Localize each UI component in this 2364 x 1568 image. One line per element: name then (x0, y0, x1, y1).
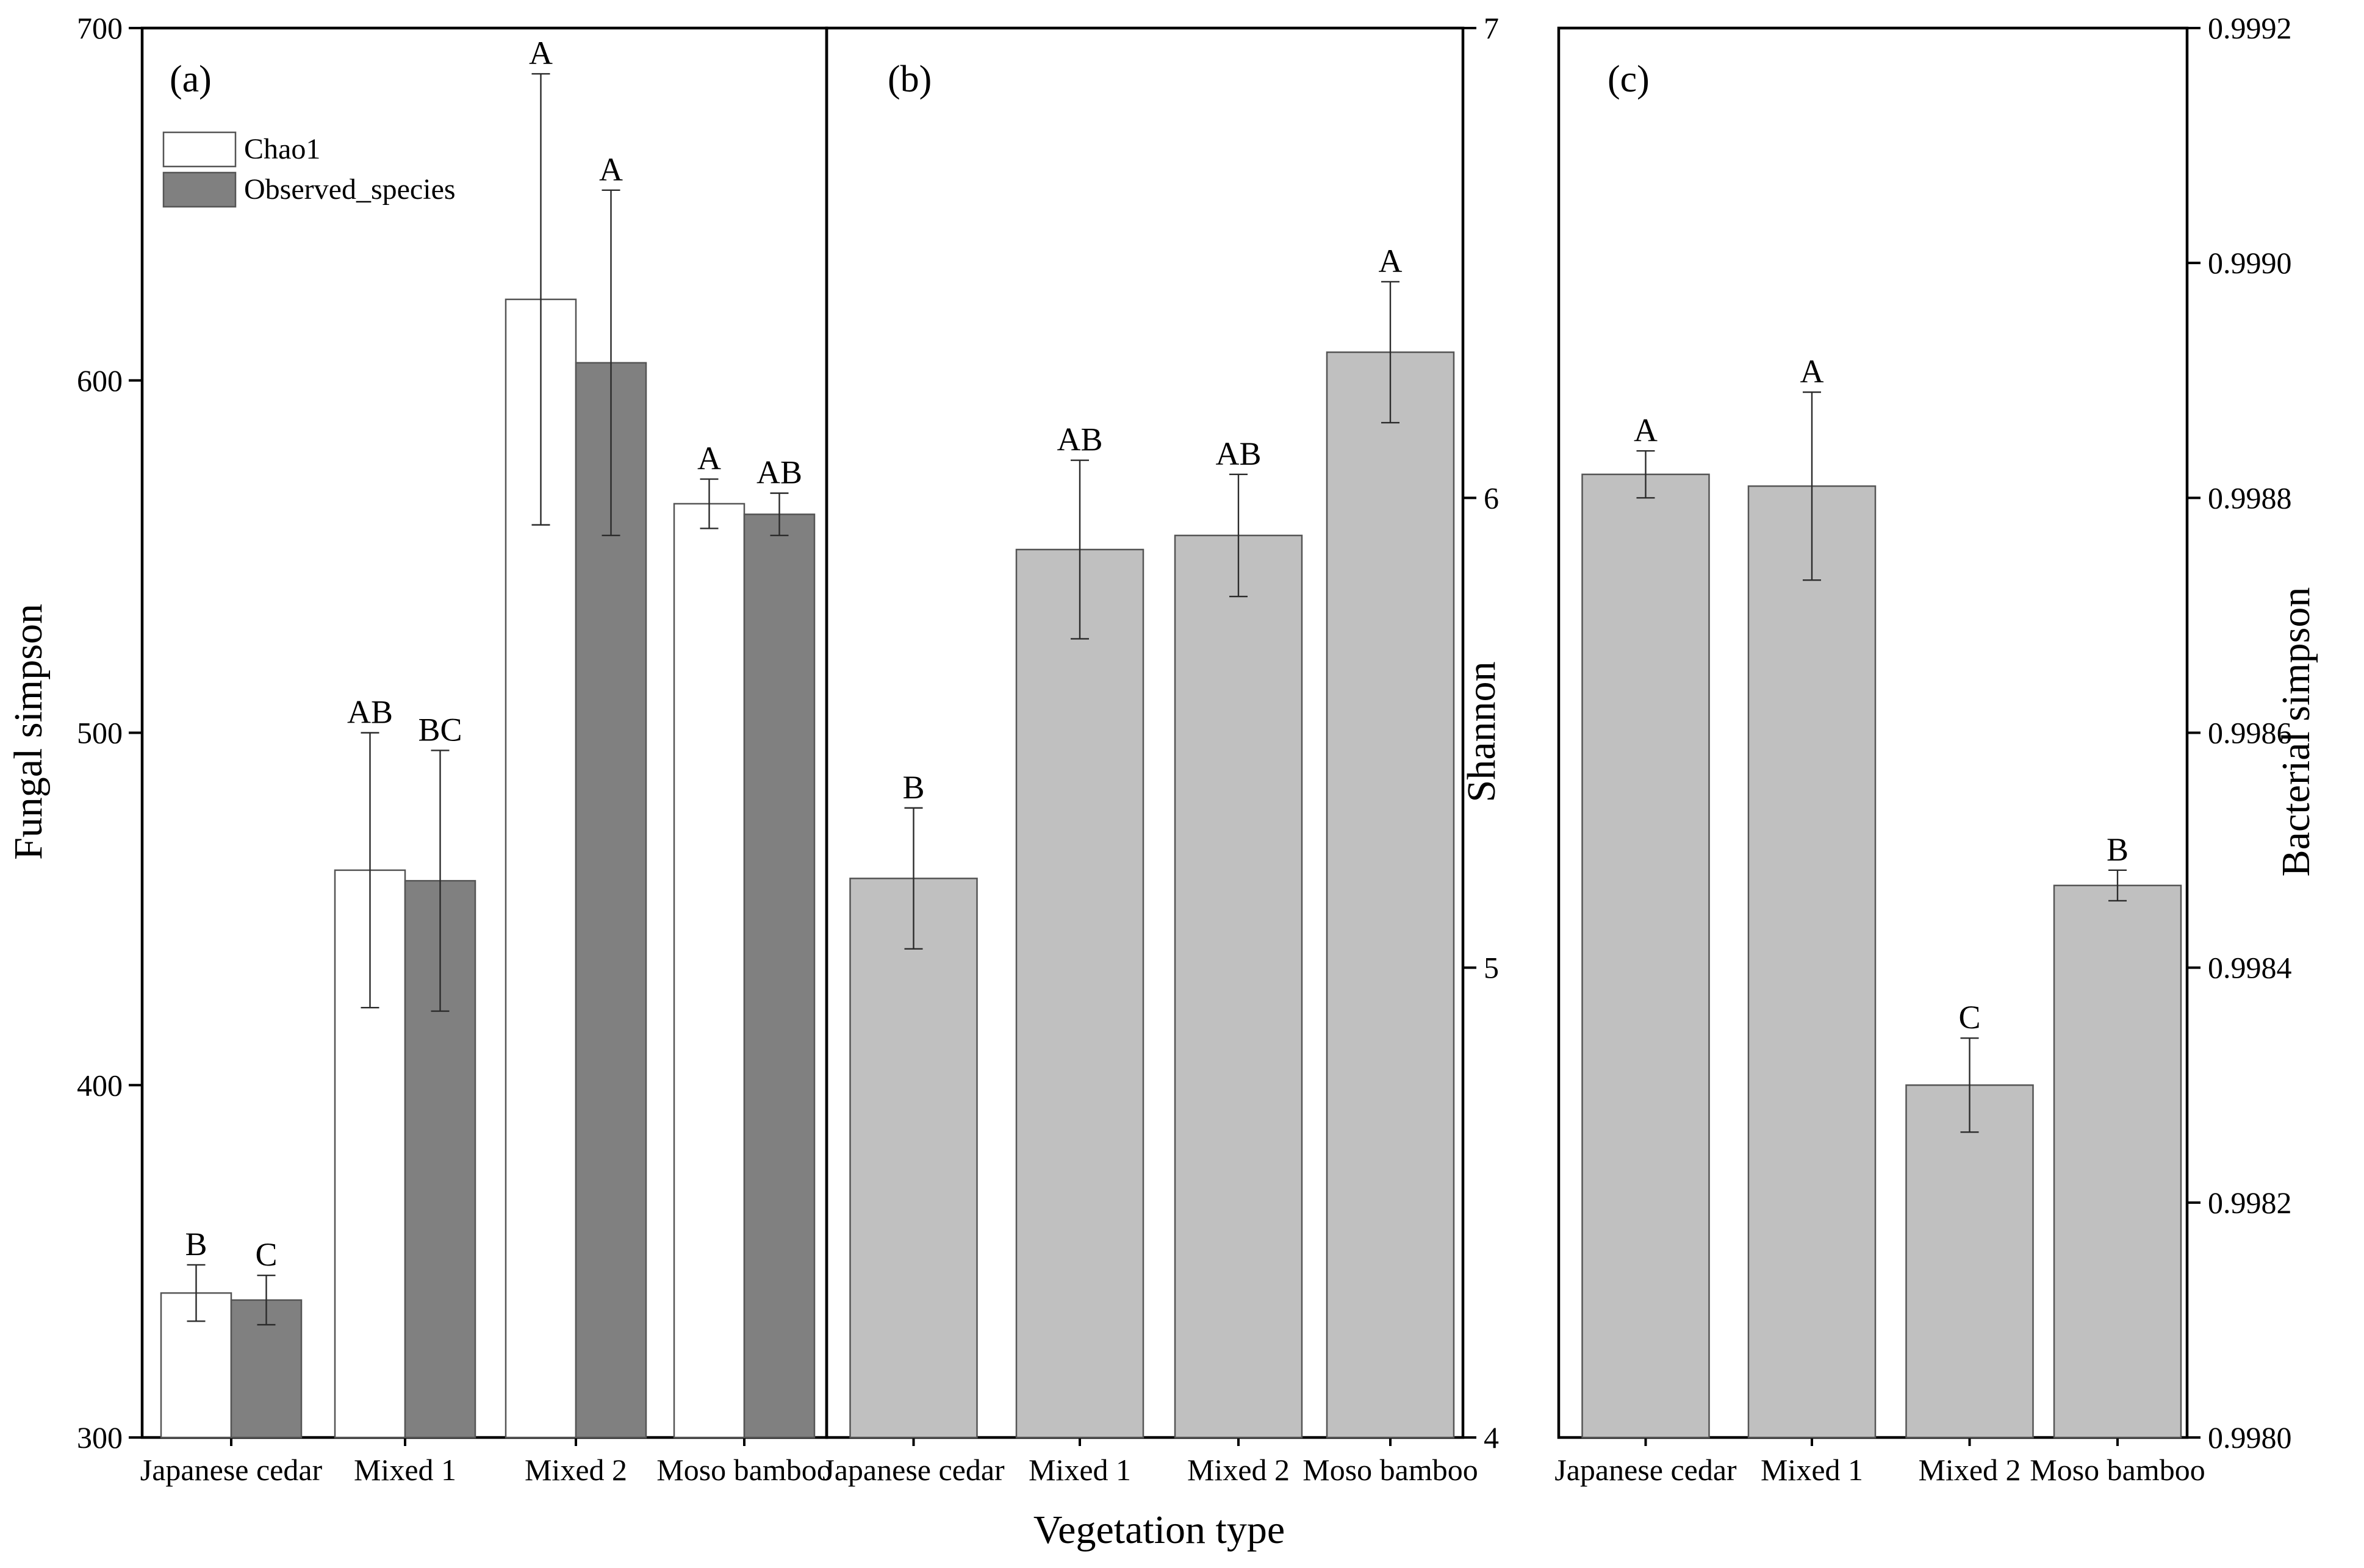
significance-letter: AB (347, 694, 393, 731)
significance-letter: A (529, 35, 553, 71)
category-label: Japanese cedar (140, 1453, 323, 1487)
y-tick-label: 0.9986 (2208, 716, 2292, 750)
significance-letter: A (1800, 353, 1824, 390)
significance-letter: B (185, 1226, 207, 1262)
bar (743, 514, 816, 1439)
bar (1905, 1084, 2034, 1439)
y-tick-label: 0.9984 (2208, 951, 2292, 985)
y-tick-label: 600 (77, 363, 123, 398)
panel-label: (b) (888, 59, 932, 100)
panel-c: 0.9980 0.9982 0.9984 0.9986 0.9988 0.9990 0.99… (1554, 11, 2318, 1487)
significance-letter: B (902, 769, 924, 806)
category-label: Moso bamboo (2030, 1453, 2205, 1487)
bar (1581, 473, 1710, 1439)
category-label: Mixed 1 (354, 1453, 456, 1487)
category-label: Mixed 2 (525, 1453, 627, 1487)
y-axis-title: Fungal simpson (6, 604, 51, 860)
y-axis-title: Shannon (1459, 662, 1504, 803)
x-axis-title: Vegetation type (1033, 1508, 1285, 1552)
category-label: Moso bamboo (1302, 1453, 1478, 1487)
legend-label: Observed_species (244, 173, 456, 206)
panel-label: (a) (170, 59, 212, 100)
category-label: Japanese cedar (1554, 1453, 1737, 1487)
category-label: Mixed 1 (1029, 1453, 1131, 1487)
significance-letter: C (1958, 999, 1980, 1036)
y-tick-label: 0.9988 (2208, 481, 2292, 515)
y-tick-label: 400 (77, 1068, 123, 1102)
y-tick-label: 0.9982 (2208, 1186, 2292, 1220)
category-label: Mixed 2 (1187, 1453, 1290, 1487)
plot-frame (825, 26, 1465, 1439)
significance-letter: A (697, 440, 721, 477)
legend-swatch (162, 131, 237, 168)
bar (2053, 884, 2182, 1439)
y-tick-label: 500 (77, 716, 123, 750)
significance-letter: AB (1215, 435, 1261, 472)
bar (673, 503, 745, 1439)
significance-letter: A (1634, 412, 1658, 448)
significance-letter: BC (418, 711, 462, 748)
significance-letter: B (2107, 831, 2129, 868)
y-tick-label: 6 (1484, 481, 1499, 515)
legend-label: Chao1 (244, 133, 320, 165)
bar (1326, 351, 1455, 1439)
significance-letter: A (599, 151, 623, 188)
category-label: Mixed 1 (1761, 1453, 1863, 1487)
bar (1015, 548, 1144, 1439)
significance-letter: C (255, 1236, 277, 1273)
significance-letter: AB (1057, 421, 1102, 458)
panel-label: (c) (1608, 59, 1650, 100)
y-tick-label: 700 (77, 11, 123, 45)
category-label: Mixed 2 (1918, 1453, 2021, 1487)
y-tick-label: 5 (1484, 951, 1499, 985)
y-tick-label: 7 (1484, 11, 1499, 45)
y-tick-label: 4 (1484, 1420, 1499, 1455)
significance-letter: A (1379, 243, 1403, 279)
category-label: Moso bamboo (656, 1453, 832, 1487)
bar (1747, 485, 1877, 1439)
legend-swatch (162, 171, 237, 208)
bar (575, 362, 647, 1439)
panel-a: 300 400 500 600 700 B AB A A C BC A AB Japanese cedar… (6, 11, 832, 1487)
bar (849, 878, 978, 1439)
category-label: Japanese cedar (822, 1453, 1005, 1487)
panel-b: 4 5 6 7 B AB AB A Japanese cedar Mixed 1 Mixed 2 Mo… (822, 11, 1504, 1487)
y-tick-label: 0.9980 (2208, 1420, 2292, 1455)
legend: Chao1 Observed_species (162, 131, 456, 208)
y-tick-label: 0.9990 (2208, 246, 2292, 280)
y-axis-title: Bacterial simpson (2274, 587, 2318, 877)
bar (1174, 534, 1303, 1439)
y-tick-label: 300 (77, 1420, 123, 1455)
significance-letter: AB (756, 454, 802, 491)
y-tick-label: 0.9992 (2208, 11, 2292, 45)
